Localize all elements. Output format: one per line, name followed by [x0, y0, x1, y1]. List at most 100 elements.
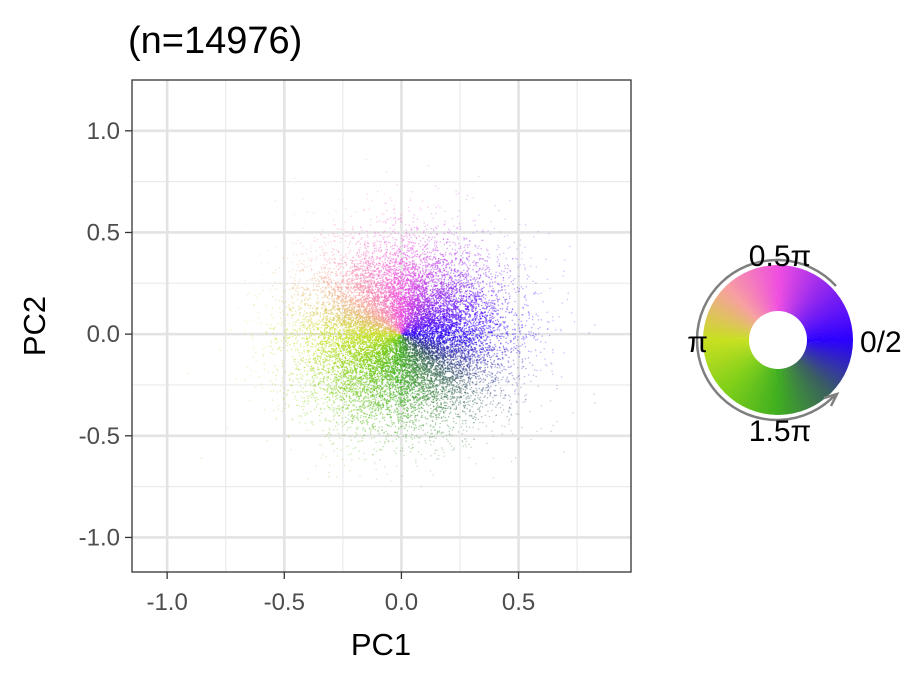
- scatter-point: [281, 321, 283, 324]
- scatter-point: [444, 392, 446, 394]
- scatter-point: [507, 334, 509, 337]
- scatter-point: [408, 425, 411, 428]
- scatter-point: [507, 302, 510, 304]
- scatter-point: [475, 377, 477, 380]
- scatter-point: [268, 262, 270, 265]
- scatter-point: [406, 249, 409, 252]
- scatter-point: [326, 388, 329, 390]
- scatter-point: [321, 229, 324, 231]
- scatter-point: [425, 244, 427, 247]
- scatter-point: [464, 404, 467, 407]
- scatter-point: [378, 259, 381, 261]
- scatter-point: [367, 416, 370, 419]
- scatter-point: [324, 398, 326, 400]
- scatter-point: [290, 295, 293, 297]
- scatter-point: [303, 405, 305, 408]
- scatter-point: [441, 393, 444, 395]
- scatter-point: [438, 364, 440, 367]
- scatter-point: [330, 280, 332, 282]
- scatter-point: [491, 409, 493, 412]
- scatter-point: [331, 340, 333, 343]
- scatter-point: [368, 288, 371, 290]
- scatter-point: [364, 253, 366, 256]
- scatter-point: [505, 380, 507, 382]
- scatter-point: [383, 193, 385, 195]
- scatter-point: [334, 369, 336, 372]
- scatter-point: [354, 446, 357, 449]
- scatter-point: [331, 351, 333, 354]
- scatter-point: [497, 258, 500, 261]
- scatter-point: [354, 404, 356, 407]
- scatter-point: [495, 414, 497, 417]
- scatter-point: [476, 408, 479, 411]
- scatter-point: [380, 295, 382, 297]
- scatter-point: [430, 454, 432, 457]
- scatter-point: [437, 225, 439, 227]
- scatter-point: [467, 274, 469, 277]
- scatter-point: [523, 338, 525, 341]
- scatter-point: [387, 395, 389, 397]
- scatter-point: [304, 316, 307, 318]
- scatter-point: [427, 206, 429, 209]
- scatter-point: [413, 409, 416, 411]
- scatter-point: [449, 411, 452, 414]
- scatter-point: [466, 348, 468, 350]
- scatter-point: [502, 252, 505, 255]
- scatter-point: [535, 339, 537, 341]
- scatter-point: [296, 365, 298, 367]
- scatter-point: [348, 287, 350, 289]
- scatter-point: [358, 249, 360, 251]
- scatter-point: [486, 346, 488, 349]
- scatter-point: [306, 363, 308, 366]
- scatter-point: [366, 421, 368, 424]
- scatter-point: [389, 303, 391, 305]
- scatter-point: [261, 273, 263, 276]
- scatter-point: [453, 282, 456, 284]
- scatter-point: [433, 256, 435, 258]
- scatter-point: [472, 421, 475, 424]
- scatter-point: [458, 210, 460, 212]
- scatter-point: [283, 302, 285, 304]
- scatter-point: [310, 250, 312, 253]
- scatter-point: [392, 268, 394, 271]
- scatter-point: [331, 254, 334, 256]
- scatter-point: [426, 303, 428, 306]
- scatter-point: [358, 232, 360, 234]
- scatter-point: [504, 301, 507, 303]
- scatter-point: [474, 401, 476, 404]
- scatter-point: [317, 363, 319, 365]
- scatter-point: [470, 323, 472, 325]
- scatter-point: [317, 307, 319, 309]
- scatter-point: [447, 321, 450, 323]
- scatter-point: [508, 373, 510, 375]
- scatter-point: [326, 352, 329, 355]
- scatter-point: [413, 423, 415, 425]
- scatter-point: [502, 316, 504, 319]
- scatter-point: [368, 283, 371, 286]
- scatter-point: [446, 290, 449, 292]
- scatter-point: [463, 246, 466, 249]
- scatter-point: [397, 417, 399, 419]
- scatter-point: [439, 240, 441, 243]
- scatter-point: [511, 433, 514, 435]
- scatter-point: [464, 303, 467, 306]
- scatter-point: [468, 255, 470, 258]
- scatter-point: [479, 405, 482, 408]
- scatter-point: [489, 324, 491, 327]
- scatter-point: [432, 228, 435, 230]
- scatter-point: [528, 314, 530, 317]
- scatter-point: [489, 356, 491, 358]
- scatter-point: [456, 215, 459, 218]
- scatter-point: [506, 271, 509, 274]
- scatter-point: [494, 334, 496, 337]
- scatter-point: [424, 433, 426, 435]
- scatter-point: [485, 327, 488, 329]
- scatter-point: [320, 444, 323, 446]
- scatter-point: [460, 247, 462, 249]
- scatter-point: [297, 391, 299, 393]
- scatter-point: [375, 216, 378, 218]
- scatter-point: [292, 332, 295, 334]
- scatter-point: [297, 334, 299, 337]
- scatter-point: [426, 418, 429, 420]
- scatter-point: [392, 269, 394, 272]
